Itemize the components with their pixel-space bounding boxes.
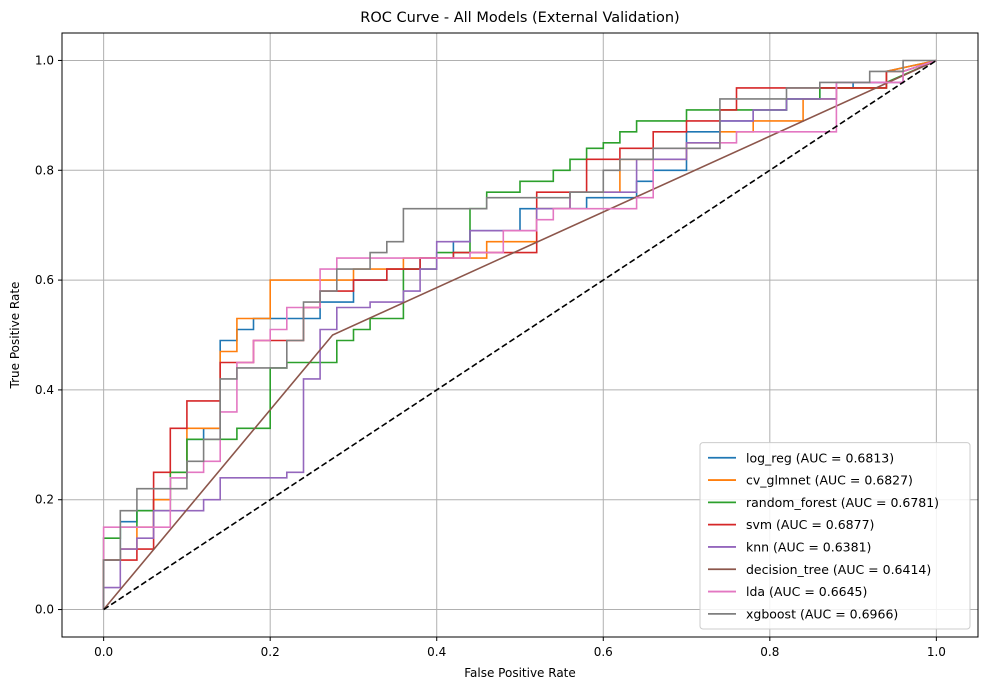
- series-line: [102, 59, 937, 610]
- legend-entry: cv_glmnet (AUC = 0.6827): [746, 473, 913, 488]
- x-tick-label: 0.8: [760, 645, 779, 659]
- y-tick-label: 0.4: [35, 383, 54, 397]
- y-tick-label: 1.0: [35, 53, 54, 67]
- series-line: [102, 59, 937, 610]
- legend-entry: lda (AUC = 0.6645): [746, 584, 867, 599]
- legend: log_reg (AUC = 0.6813) cv_glmnet (AUC = 0…: [699, 442, 971, 630]
- x-tick-label: 0.2: [261, 645, 280, 659]
- chart-title: ROC Curve - All Models (External Validat…: [360, 10, 679, 26]
- y-tick-label: 0.6: [35, 273, 54, 287]
- legend-entry: decision_tree (AUC = 0.6414): [746, 562, 931, 577]
- y-tick-label: 0.2: [35, 493, 54, 507]
- legend-box: [699, 442, 971, 630]
- legend-entry: svm (AUC = 0.6877): [746, 517, 874, 532]
- x-tick-label: 0.0: [94, 645, 113, 659]
- series-lines: [102, 59, 937, 611]
- series-line: [102, 59, 937, 610]
- series-line: [102, 59, 937, 611]
- y-axis-label: True Positive Rate: [8, 282, 22, 390]
- x-tick-label: 0.6: [594, 645, 613, 659]
- chance-diagonal-line: [103, 59, 937, 611]
- legend-entry: knn (AUC = 0.6381): [746, 539, 871, 554]
- plot-frame: [61, 32, 979, 638]
- x-tick-label: 1.0: [927, 645, 946, 659]
- y-tick-label: 0.8: [35, 163, 54, 177]
- x-axis-label: False Positive Rate: [464, 666, 576, 680]
- legend-entry: log_reg (AUC = 0.6813): [746, 450, 894, 465]
- legend-entry: random_forest (AUC = 0.6781): [746, 495, 939, 510]
- legend-entry: xgboost (AUC = 0.6966): [746, 606, 898, 621]
- x-tick-label: 0.4: [427, 645, 446, 659]
- y-tick-label: 0.0: [35, 603, 54, 617]
- axis-ticks: 0.0 0.2 0.4 0.6 0.8 1.0 0.0 0.2 0.4 0.6 0.8 1.0: [35, 53, 946, 659]
